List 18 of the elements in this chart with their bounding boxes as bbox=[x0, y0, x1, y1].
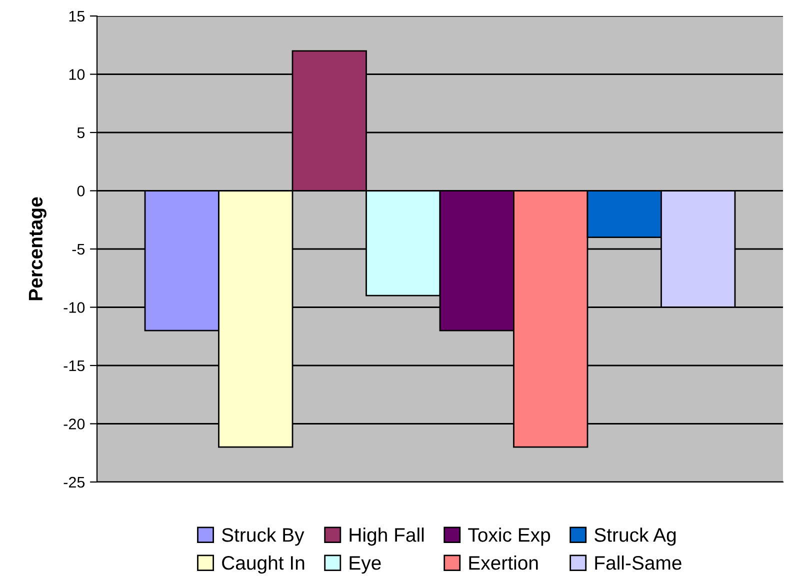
legend-label: Struck Ag bbox=[594, 528, 676, 546]
legend-label: Fall-Same bbox=[595, 556, 682, 570]
y-tick-label: 15 bbox=[69, 11, 85, 22]
y-tick-label: -20 bbox=[64, 418, 85, 430]
y-tick-label: 0 bbox=[77, 186, 85, 196]
legend-label: High Fall bbox=[350, 528, 424, 546]
y-tick-label: -15 bbox=[64, 360, 85, 372]
y-axis-title: Percentage bbox=[28, 197, 46, 300]
y-tick-label: -10 bbox=[64, 302, 85, 313]
y-tick-label: 5 bbox=[77, 128, 85, 138]
y-tick-label: -25 bbox=[64, 476, 85, 488]
y-tick-label: -5 bbox=[72, 244, 85, 255]
legend-label: Exertion bbox=[469, 556, 538, 570]
y-tick-label: 10 bbox=[69, 69, 85, 80]
legend-label: Caught In bbox=[222, 556, 304, 574]
legend-label: Struck By bbox=[222, 528, 304, 546]
legend-label: Toxic Exp bbox=[468, 528, 550, 546]
legend-label: Eye bbox=[350, 556, 381, 574]
